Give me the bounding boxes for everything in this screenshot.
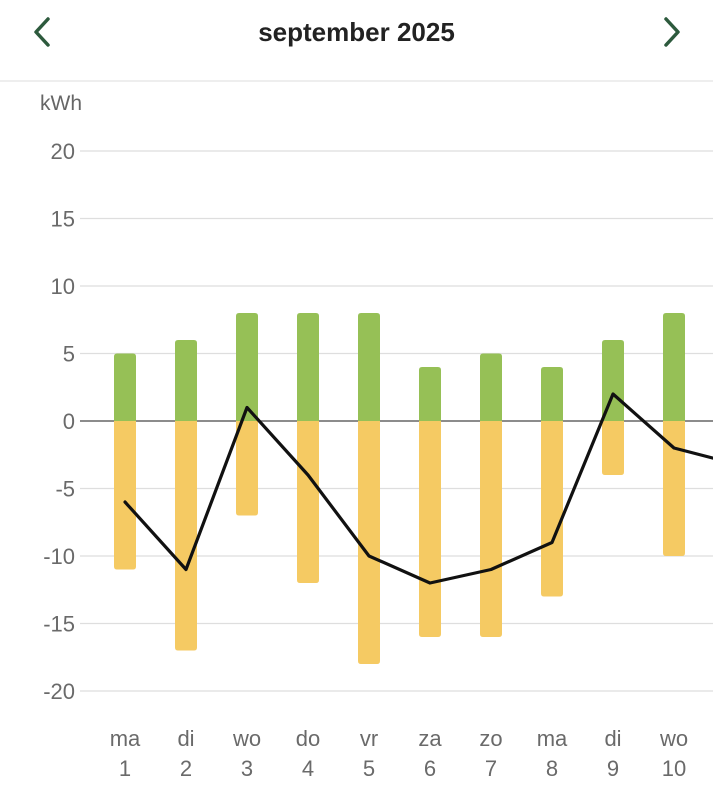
consumption-bar bbox=[541, 421, 563, 597]
consumption-bar bbox=[175, 421, 197, 651]
x-tick-weekday: do bbox=[296, 726, 320, 751]
x-tick-day: 10 bbox=[662, 756, 686, 781]
production-bar bbox=[480, 353, 502, 421]
consumption-bar bbox=[236, 421, 258, 516]
consumption-bar bbox=[297, 421, 319, 583]
chevron-right-icon bbox=[664, 17, 680, 47]
production-bar bbox=[114, 353, 136, 421]
next-month-button[interactable] bbox=[652, 14, 692, 50]
y-tick-label: -15 bbox=[43, 612, 75, 637]
consumption-bar bbox=[663, 421, 685, 556]
y-tick-label: -5 bbox=[55, 477, 75, 502]
production-bar bbox=[175, 340, 197, 421]
production-bar bbox=[663, 313, 685, 421]
x-tick-weekday: za bbox=[418, 726, 442, 751]
consumption-bar bbox=[114, 421, 136, 570]
production-bar bbox=[541, 367, 563, 421]
x-tick-day: 6 bbox=[424, 756, 436, 781]
net-balance-line bbox=[123, 392, 713, 585]
x-tick-weekday: wo bbox=[232, 726, 261, 751]
chevron-left-icon bbox=[34, 17, 50, 47]
y-tick-label: 5 bbox=[63, 342, 75, 367]
y-tick-label: 15 bbox=[51, 207, 75, 232]
x-tick-day: 4 bbox=[302, 756, 314, 781]
x-tick-weekday: ma bbox=[110, 726, 141, 751]
x-tick-day: 7 bbox=[485, 756, 497, 781]
x-tick-day: 5 bbox=[363, 756, 375, 781]
consumption-bar bbox=[358, 421, 380, 664]
y-tick-label: 10 bbox=[51, 274, 75, 299]
previous-month-button[interactable] bbox=[22, 14, 62, 50]
x-tick-weekday: di bbox=[604, 726, 621, 751]
y-axis-unit-label: kWh bbox=[40, 92, 82, 115]
x-tick-day: 8 bbox=[546, 756, 558, 781]
y-tick-label: -20 bbox=[43, 679, 75, 704]
production-bar bbox=[358, 313, 380, 421]
x-tick-weekday: zo bbox=[479, 726, 502, 751]
y-tick-label: -10 bbox=[43, 544, 75, 569]
y-tick-label: 20 bbox=[51, 139, 75, 164]
x-tick-day: 2 bbox=[180, 756, 192, 781]
x-tick-weekday: wo bbox=[659, 726, 688, 751]
consumption-bar bbox=[480, 421, 502, 637]
x-tick-day: 9 bbox=[607, 756, 619, 781]
y-tick-label: 0 bbox=[63, 409, 75, 434]
consumption-bar bbox=[602, 421, 624, 475]
production-bar bbox=[419, 367, 441, 421]
header-bar: september 2025 bbox=[0, 0, 713, 82]
x-tick-weekday: di bbox=[177, 726, 194, 751]
x-tick-day: 1 bbox=[119, 756, 131, 781]
x-tick-weekday: vr bbox=[360, 726, 378, 751]
x-tick-weekday: ma bbox=[537, 726, 568, 751]
consumption-bar bbox=[419, 421, 441, 637]
production-bar bbox=[236, 313, 258, 421]
x-tick-day: 3 bbox=[241, 756, 253, 781]
production-bar bbox=[297, 313, 319, 421]
month-title: september 2025 bbox=[258, 17, 455, 47]
